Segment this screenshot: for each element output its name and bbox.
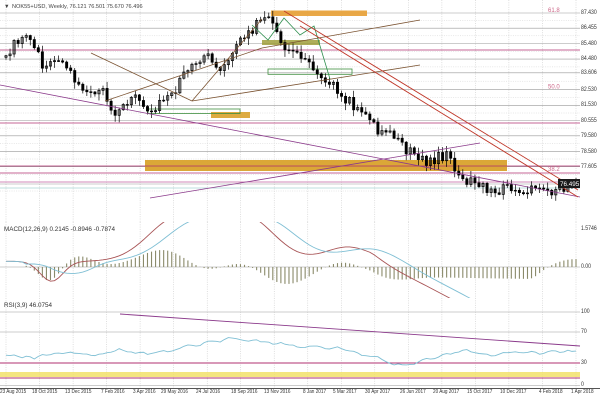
svg-text:50.0: 50.0	[548, 85, 560, 91]
svg-text:RSI(3,9) 46.0754: RSI(3,9) 46.0754	[4, 302, 52, 309]
svg-text:61.8: 61.8	[548, 8, 560, 14]
svg-text:38.2: 38.2	[548, 167, 560, 173]
svg-text:76.495: 76.495	[560, 181, 580, 188]
svg-text:NOK55+USD, Weekly, 76.121 76.5: NOK55+USD, Weekly, 76.121 76.501 75.670 …	[12, 4, 143, 10]
svg-text:▼: ▼	[4, 4, 10, 10]
svg-text:MACD(12,26,9) 0.2145 -0.8946 -: MACD(12,26,9) 0.2145 -0.8946 -0.7874	[4, 226, 115, 233]
